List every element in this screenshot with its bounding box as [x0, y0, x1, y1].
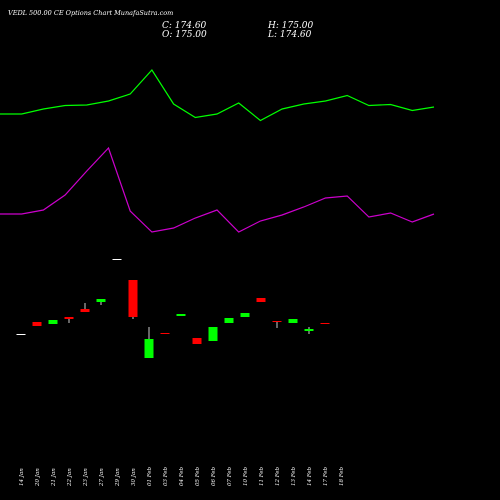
candle [272, 321, 282, 328]
candle-body [160, 333, 170, 334]
candle-body [64, 317, 74, 319]
candle [320, 323, 330, 324]
candle-body [32, 322, 42, 326]
candlesticks [16, 259, 330, 358]
x-tick-label: 10 Feb [243, 466, 249, 486]
x-tick-label: 27 Jan [99, 468, 105, 487]
x-tick-label: 11 Feb [259, 466, 265, 486]
low-price: L: 174.60 [267, 30, 312, 40]
candle-body [272, 321, 282, 322]
candle [48, 320, 58, 324]
x-axis-ticks: 14 Jan 20 Jan 21 Jan 22 Jan 23 Jan 27 Jan 29 J… [19, 466, 345, 487]
x-tick-label: 14 Jan [19, 468, 25, 486]
candle [304, 327, 314, 334]
chart-title: VEDL 500.00 CE Options Chart MunafaSutra… [8, 9, 173, 17]
candle [80, 303, 90, 312]
candle-body [48, 320, 58, 324]
candle [192, 338, 202, 344]
x-tick-label: 14 Feb [307, 466, 313, 486]
candle [240, 313, 250, 317]
candle [112, 259, 122, 260]
line-series-1 [0, 146, 435, 233]
candle [16, 334, 26, 335]
candle-body [144, 339, 154, 358]
candle [208, 327, 218, 341]
candle-body [240, 313, 250, 317]
x-tick-label: 01 Feb [147, 466, 153, 486]
x-tick-label: 23 Jan [83, 468, 89, 487]
open-price: O: 175.00 [162, 30, 207, 40]
high-price: H: 175.00 [267, 21, 314, 31]
candle-body [192, 338, 202, 344]
x-tick-label: 29 Jan [115, 468, 121, 487]
candle [64, 317, 74, 323]
x-tick-label: 22 Jan [67, 468, 73, 487]
line-series-0 [0, 69, 435, 122]
x-tick-label: 07 Feb [227, 466, 233, 486]
candle [256, 298, 266, 302]
close-price: C: 174.60 [162, 21, 207, 31]
candle-body [128, 280, 138, 317]
indicator-lines [0, 69, 435, 233]
x-tick-label: 20 Jan [35, 468, 41, 487]
candle-body [224, 318, 234, 323]
x-tick-label: 21 Jan [51, 468, 57, 487]
x-tick-label: 13 Feb [291, 466, 297, 486]
candle-body [288, 319, 298, 323]
candle-body [208, 327, 218, 341]
candle [32, 322, 42, 326]
x-tick-label: 04 Feb [179, 466, 185, 486]
x-tick-label: 03 Feb [163, 466, 169, 486]
candle-body [112, 259, 122, 260]
candle-body [176, 314, 186, 316]
candle-body [80, 309, 90, 312]
candle-body [320, 323, 330, 324]
x-tick-label: 06 Feb [211, 466, 217, 486]
candle-body [96, 299, 106, 302]
x-tick-label: 30 Jan [131, 468, 137, 486]
candle [96, 299, 106, 305]
candle-body [304, 329, 314, 331]
candle [144, 327, 154, 358]
candle [224, 318, 234, 323]
x-tick-label: 18 Feb [339, 466, 345, 486]
candle [288, 319, 298, 323]
candle [160, 333, 170, 334]
candle-body [16, 334, 26, 335]
x-tick-label: 17 Feb [323, 466, 329, 486]
x-tick-label: 12 Feb [275, 466, 281, 486]
candle [128, 280, 138, 319]
candle-body [256, 298, 266, 302]
x-tick-label: 05 Feb [195, 466, 201, 486]
candle [176, 314, 186, 316]
